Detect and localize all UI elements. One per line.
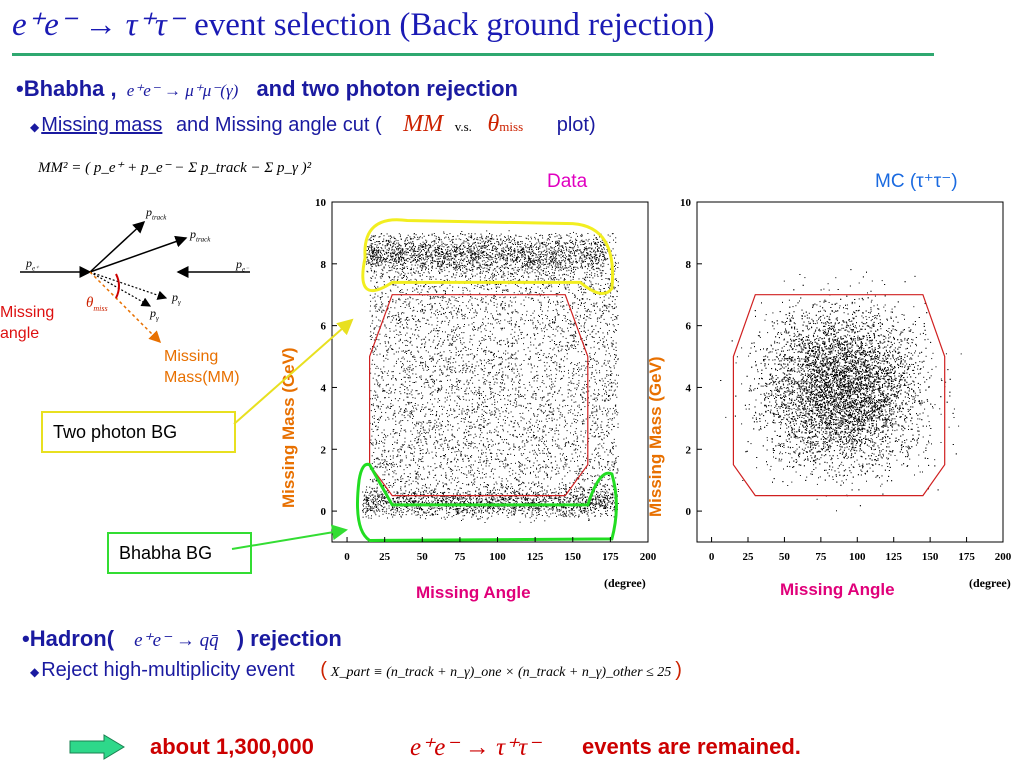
track-1-arrow: [89, 220, 146, 273]
gamma-1-arrow: [89, 271, 168, 300]
x-tick-label: 25: [379, 551, 391, 563]
plot-data-scatter: 0 25 50 75 100 125 150 175 200 10 8 6 4 2 0: [315, 197, 657, 563]
vs-text: v.s.: [454, 119, 472, 134]
missing-mass-link[interactable]: Missing mass: [41, 114, 163, 136]
x-tick-label: 0: [344, 551, 350, 563]
x-tick-label: 100: [489, 551, 506, 563]
label-p-eplus: pe⁺: [26, 256, 39, 273]
plot-mc-unit: (degree): [969, 576, 1011, 590]
bhabha-sub: ◆ Missing mass and Missing angle cut ( MM…: [30, 111, 596, 138]
y-tick-label: 2: [686, 444, 692, 456]
track-2-arrow: [89, 235, 188, 273]
x-tick-label: 200: [995, 551, 1012, 563]
label-p-track-1: ptrack: [146, 205, 167, 222]
bhabha-highlight: [356, 462, 618, 542]
signal-region-octagon: [732, 294, 946, 497]
y-tick-label: 4: [321, 382, 327, 394]
diamond-bullet-icon-2: ◆: [30, 665, 40, 679]
mm-formula: MM² = ( p_e⁺ + p_e⁻ − Σ p_track − Σ p_γ …: [38, 160, 312, 176]
theta-sub: miss: [499, 119, 524, 134]
y-tick-label: 10: [680, 197, 692, 209]
x-tick-label: 25: [743, 551, 755, 563]
scatter-points: [720, 269, 962, 512]
hadron-label-end: ) rejection: [236, 626, 342, 651]
plot-mc-scatter: 0 25 50 75 100 125 150 175 200 10 8 6 4 2 0: [680, 197, 1012, 563]
label-p-gamma-2: pγ: [150, 306, 159, 323]
missing-mass-label: Missing Mass(MM): [164, 348, 240, 386]
y-tick-label: 6: [686, 321, 692, 333]
kinematics-diagram: [20, 220, 250, 344]
diamond-bullet-icon: ◆: [30, 120, 40, 134]
bhabha-callout: Bhabha BG: [107, 532, 252, 574]
x-tick-label: 0: [709, 551, 715, 563]
bhabha-bullet: •Bhabha , e⁺e⁻ → μ⁺μ⁻(γ) and two photon …: [16, 76, 518, 102]
hadron-cut-formula: X_part ≡ (n_track + n_γ)_one × (n_track …: [330, 665, 672, 680]
plot-mc-xlabel: Missing Angle: [780, 580, 895, 599]
hadron-label-start: •Hadron(: [22, 626, 115, 651]
y-tick-label: 8: [321, 259, 327, 271]
label-p-track-2: ptrack: [190, 227, 211, 244]
bhabha-label-end: and two photon rejection: [256, 76, 518, 101]
missing-momentum-arrow: [89, 271, 162, 344]
y-tick-label: 0: [321, 506, 327, 518]
x-tick-label: 100: [849, 551, 866, 563]
label-theta-miss: θmiss: [86, 295, 108, 313]
plot-data-xlabel: Missing Angle: [416, 583, 531, 602]
y-tick-label: 10: [315, 197, 327, 209]
plot-data-ylabel: Missing Mass (GeV): [279, 347, 298, 508]
x-tick-label: 150: [922, 551, 939, 563]
plot-data-unit: (degree): [604, 576, 646, 590]
y-tick-label: 8: [686, 259, 692, 271]
signal-region-octagon: [368, 294, 589, 497]
y-tick-label: 2: [321, 444, 327, 456]
bottom-count: about 1,300,000: [150, 734, 314, 759]
x-tick-label: 125: [885, 551, 902, 563]
label-p-gamma-1: pγ: [172, 290, 181, 307]
two-photon-callout: Two photon BG: [41, 411, 236, 453]
x-tick-label: 175: [958, 551, 975, 563]
x-tick-label: 50: [779, 551, 791, 563]
bottom-text: events are remained.: [582, 734, 801, 759]
two-photon-highlight: [361, 218, 615, 295]
x-tick-label: 150: [565, 551, 582, 563]
mm-symbol: MM: [403, 111, 444, 137]
plot-mc-ylabel: Missing Mass (GeV): [646, 356, 665, 517]
plot-frame: [696, 201, 1004, 543]
gamma-2-arrow: [89, 271, 152, 307]
bhabha-sub-end: plot): [556, 114, 596, 136]
title-underline: [12, 53, 934, 56]
title-text: event selection (Back ground rejection): [194, 7, 715, 43]
label-p-eminus: pe⁻: [236, 257, 249, 274]
y-tick-label: 0: [686, 506, 692, 518]
green-right-arrow-icon: [69, 734, 125, 760]
y-tick-label: 4: [686, 382, 692, 394]
missing-angle-label: Missing angle: [0, 304, 55, 342]
x-tick-label: 175: [602, 551, 619, 563]
page-title: e⁺e⁻ → τ⁺τ⁻ event selection (Back ground …: [12, 4, 715, 44]
bottom-formula: e⁺e⁻ → τ⁺τ⁻: [410, 734, 541, 761]
y-tick-label: 6: [321, 321, 327, 333]
hadron-sub: ◆ Reject high-multiplicity event (X_part …: [30, 659, 682, 681]
bhabha-formula: e⁺e⁻ → μ⁺μ⁻(γ): [126, 81, 239, 100]
hadron-sub-text: Reject high-multiplicity event: [41, 659, 295, 681]
bhabha-label-start: •Bhabha ,: [16, 76, 117, 101]
x-tick-label: 125: [527, 551, 544, 563]
hadron-formula: e⁺e⁻ → qq̄: [134, 630, 219, 651]
hadron-bullet: •Hadron( e⁺e⁻ → qq̄ ) rejection: [22, 626, 342, 652]
title-formula: e⁺e⁻ → τ⁺τ⁻: [12, 7, 185, 43]
x-tick-label: 50: [417, 551, 429, 563]
plot-mc-header: MC (τ⁺τ⁻): [875, 171, 958, 192]
bhabha-sub-mid: and Missing angle cut (: [175, 114, 382, 136]
theta-symbol: θ: [487, 111, 500, 137]
x-tick-label: 75: [454, 551, 466, 563]
plot-data-header: Data: [547, 171, 588, 192]
x-tick-label: 200: [640, 551, 657, 563]
theta-arc: [115, 273, 120, 299]
x-tick-label: 75: [815, 551, 827, 563]
